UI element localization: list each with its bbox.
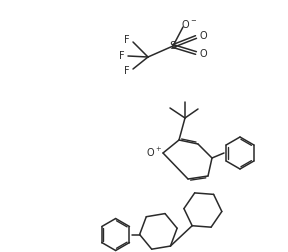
Text: F: F: [124, 66, 130, 76]
Text: O: O: [199, 31, 207, 41]
Text: F: F: [119, 51, 125, 61]
Text: O: O: [199, 49, 207, 59]
Text: F: F: [124, 35, 130, 45]
Text: O$^-$: O$^-$: [181, 18, 197, 30]
Text: S: S: [169, 41, 177, 51]
Text: O$^+$: O$^+$: [146, 145, 162, 159]
